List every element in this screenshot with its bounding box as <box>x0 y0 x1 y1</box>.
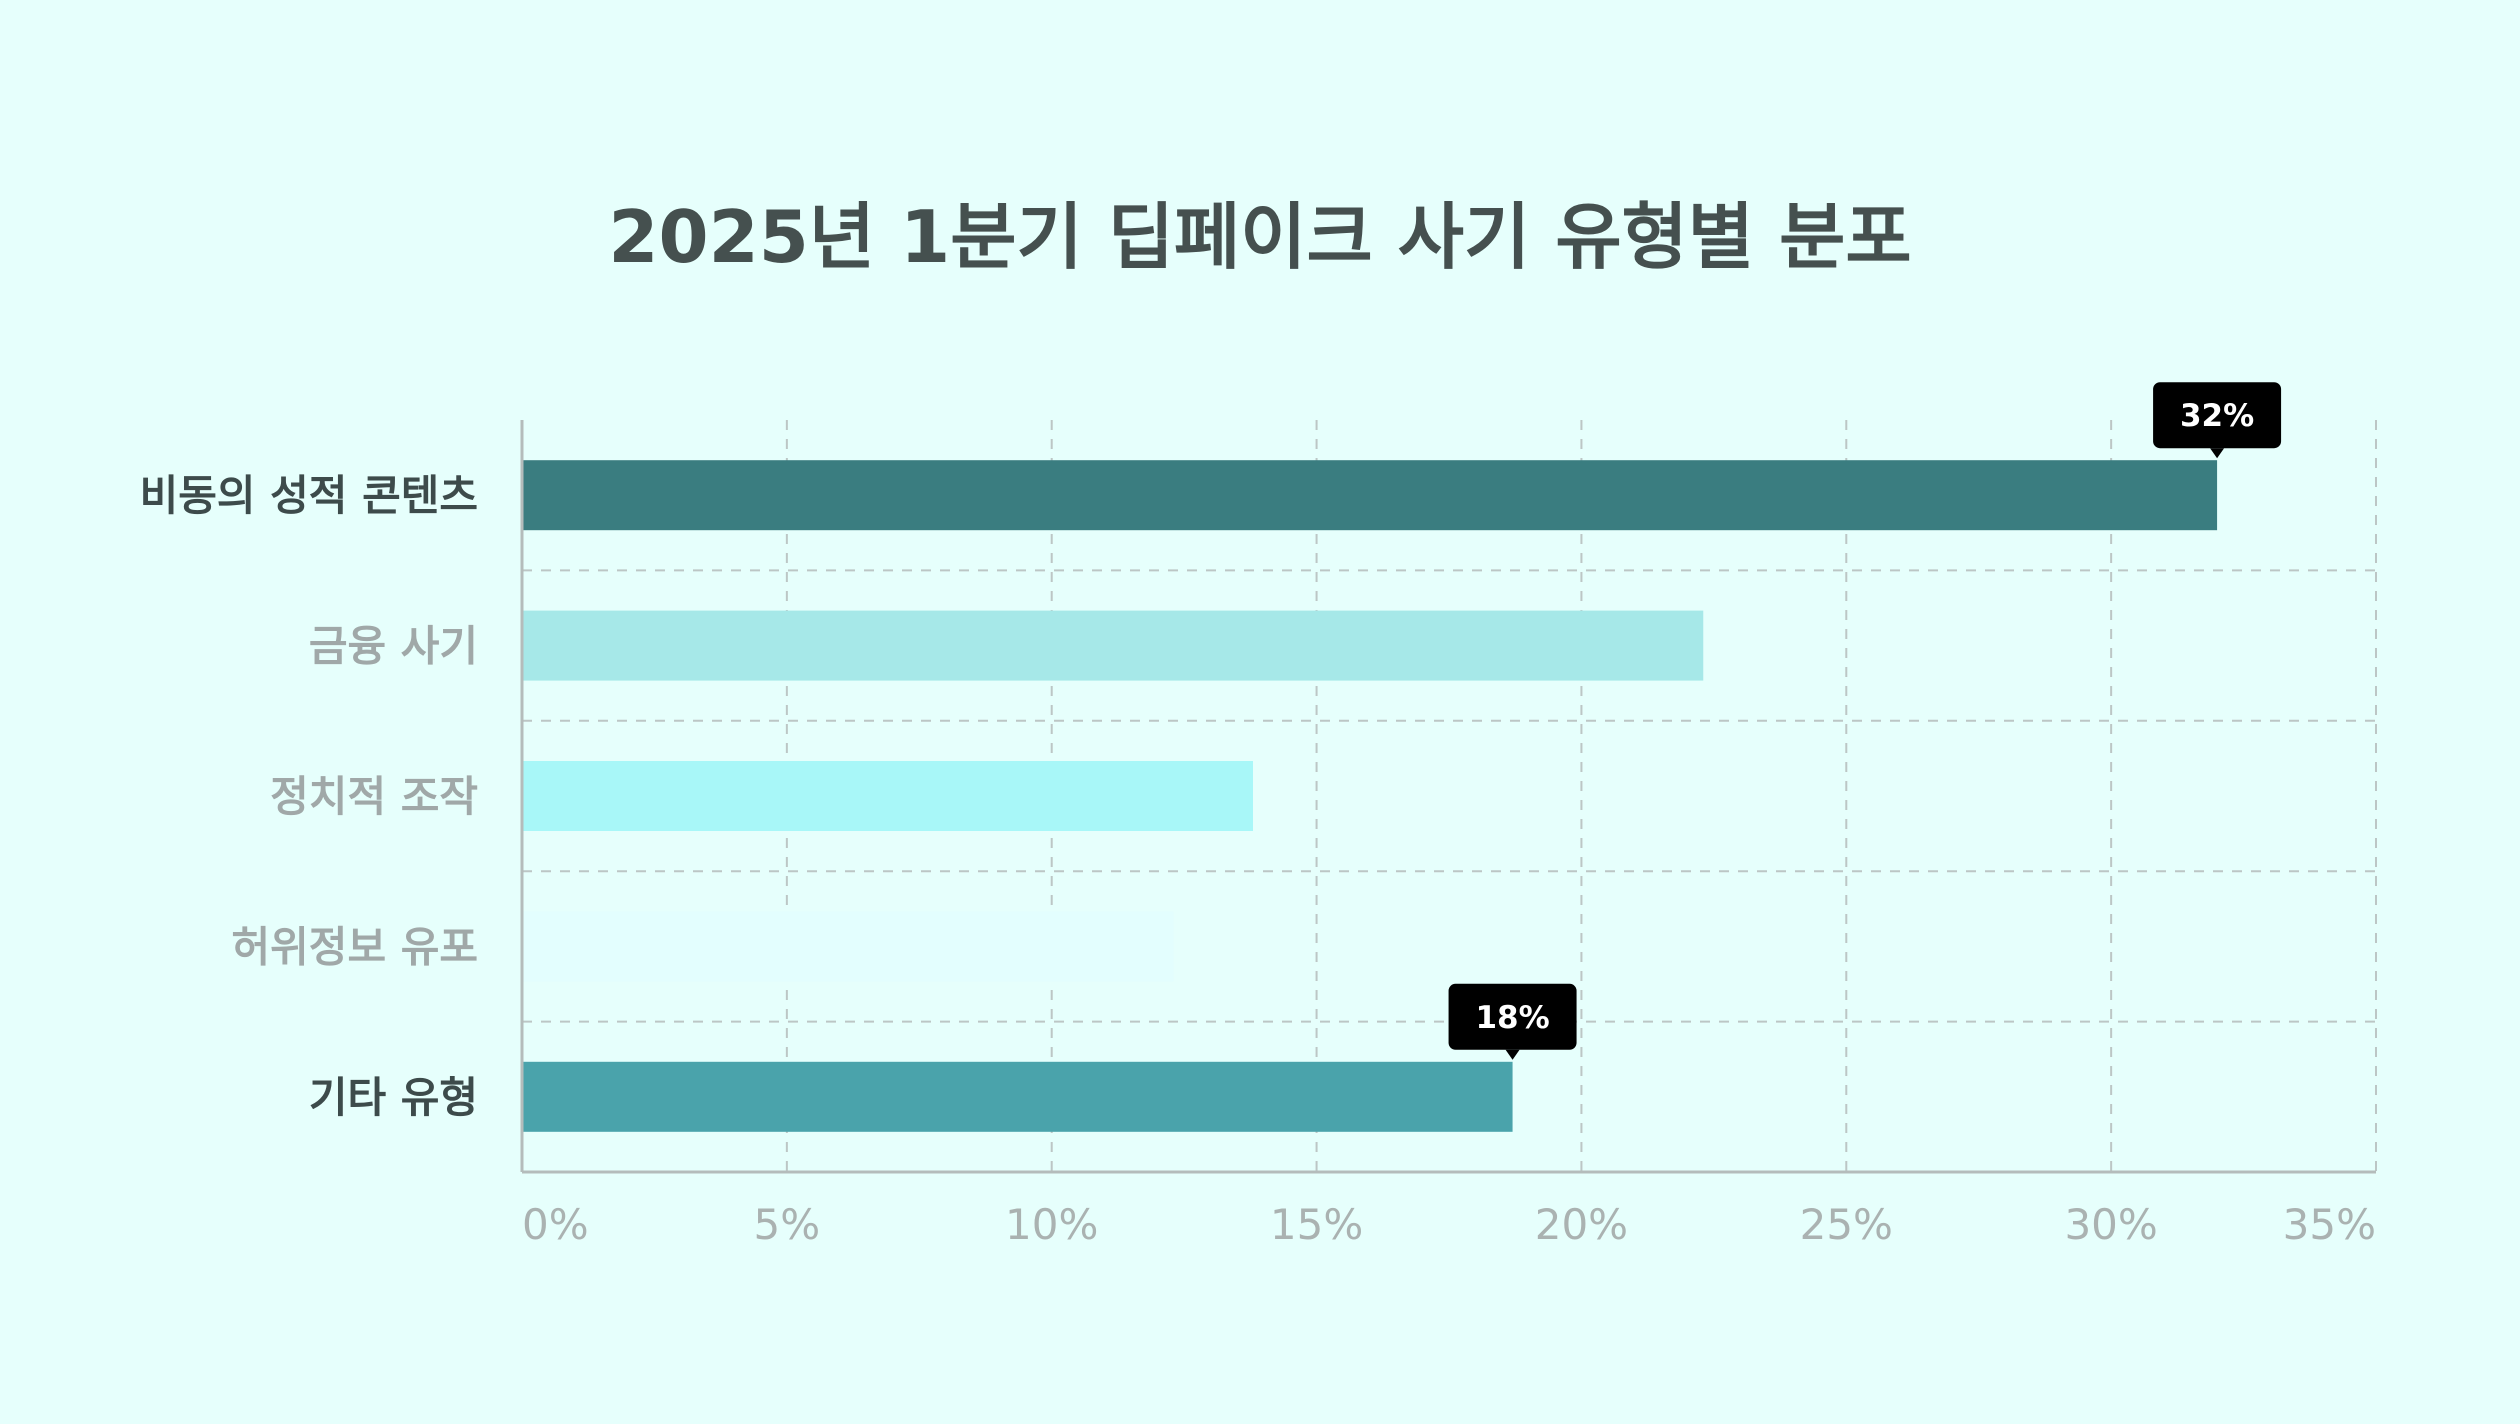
grid-layer <box>522 420 2377 1172</box>
category-label: 정치적 조작 <box>270 772 478 821</box>
tooltip-text: 32% <box>2180 398 2254 434</box>
x-tick-label: 5% <box>754 1200 821 1249</box>
bar <box>522 460 2218 531</box>
axis-layer <box>520 420 2376 1174</box>
bar <box>522 761 1254 831</box>
tooltip-text: 18% <box>1475 1000 1549 1036</box>
x-tick-labels: 0% 5% 10% 15% 20% 25% 30% 35% <box>522 1200 2376 1249</box>
chart-title: 2025년 1분기 딥페이크 사기 유형별 분포 <box>608 195 1911 279</box>
x-tick-label: 20% <box>1535 1200 1628 1249</box>
bar <box>522 610 1704 681</box>
x-tick-label: 15% <box>1270 1200 1363 1249</box>
value-tooltip: 18% <box>1448 983 1577 1060</box>
category-label: 기타 유형 <box>309 1073 478 1122</box>
annotations-layer: 32% 18% <box>1448 382 2282 1060</box>
category-label: 비동의 성적 콘텐츠 <box>140 471 478 520</box>
category-label: 금융 사기 <box>309 622 478 671</box>
category-label: 허위정보 유포 <box>232 922 478 971</box>
bars-layer <box>522 460 2218 1132</box>
x-tick-label: 25% <box>1800 1200 1893 1249</box>
x-tick-label: 35% <box>2283 1200 2376 1249</box>
x-tick-label: 10% <box>1005 1200 1098 1249</box>
x-tick-label: 30% <box>2064 1200 2157 1249</box>
value-tooltip: 32% <box>2153 382 2282 459</box>
bar <box>522 911 1174 982</box>
bar <box>522 1061 1513 1132</box>
x-tick-label: 0% <box>522 1200 589 1249</box>
